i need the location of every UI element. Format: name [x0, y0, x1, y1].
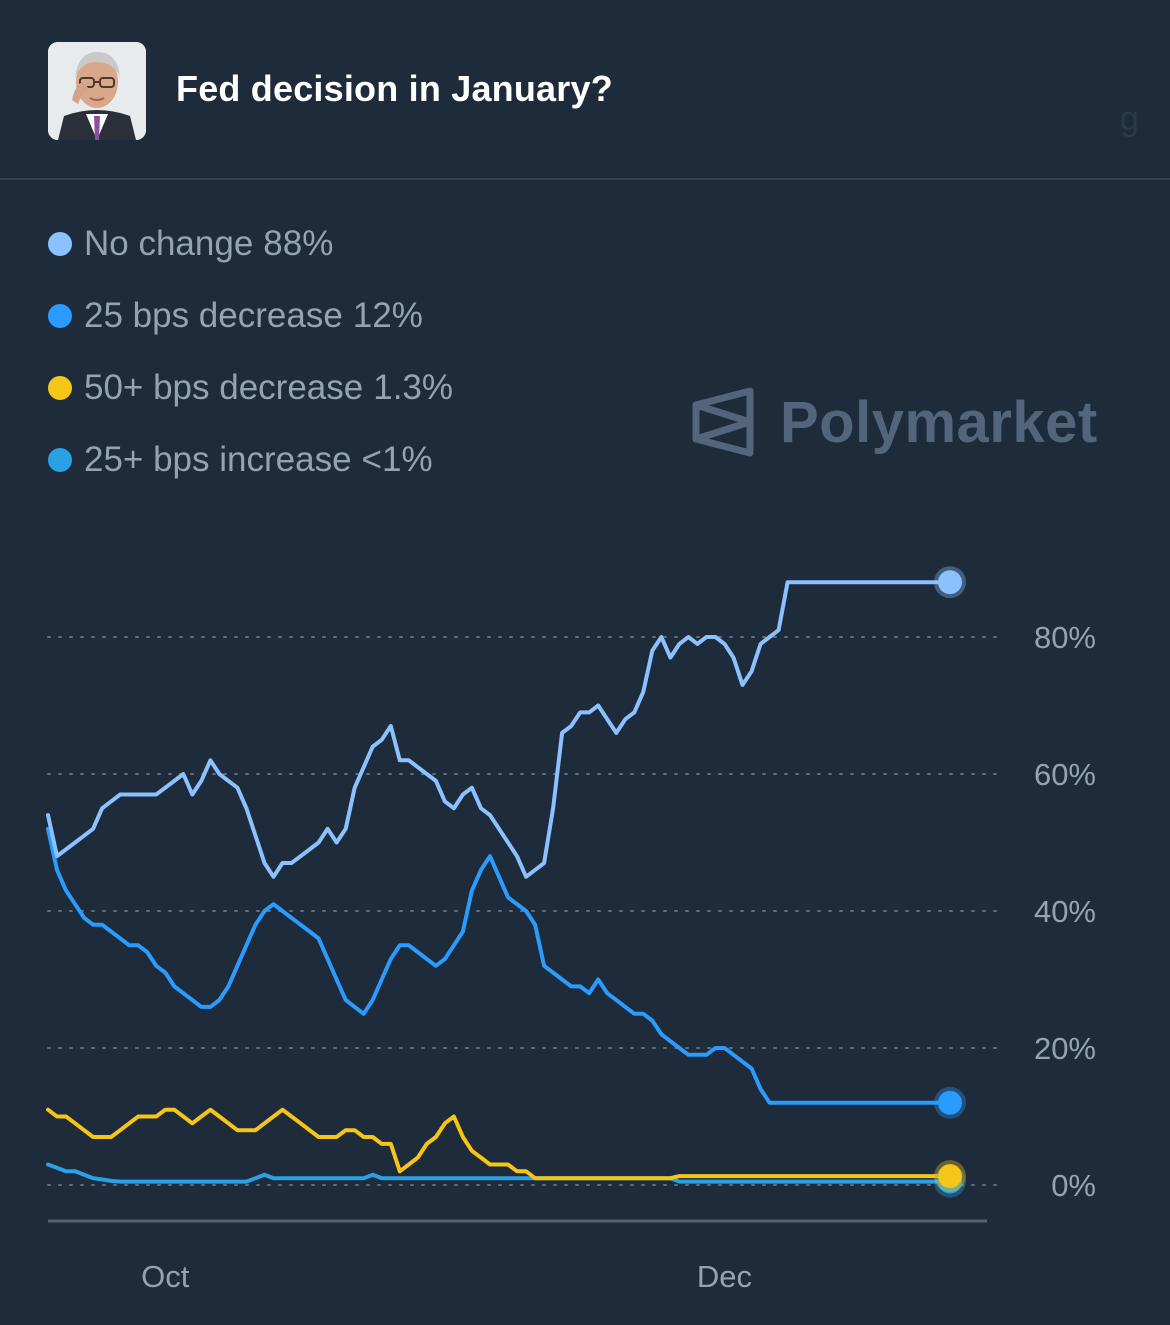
market-title[interactable]: Fed decision in January?	[176, 68, 613, 109]
end-marker-dot[interactable]	[938, 1164, 962, 1189]
x-tick-label: Dec	[697, 1259, 752, 1294]
y-tick-label: 20%	[1034, 1031, 1096, 1066]
end-marker-dot[interactable]	[938, 570, 962, 595]
marker-layer	[934, 566, 966, 1198]
market-avatar-image[interactable]	[48, 42, 146, 140]
y-tick-label: 60%	[1034, 757, 1096, 792]
legend-value: 88%	[263, 224, 334, 263]
legend-dot-icon	[48, 376, 72, 400]
legend-value: 1.3%	[373, 368, 454, 407]
legend-value: <1%	[361, 440, 433, 479]
legend-item-25-bps-decrease: 25 bps decrease 12%	[48, 280, 453, 352]
legend-label: 25+ bps increase	[84, 440, 352, 479]
series-line-50-bps-decrease[interactable]	[46, 1107, 952, 1181]
scroll-ghost-text: g	[1120, 100, 1139, 138]
legend-dot-icon	[48, 304, 72, 328]
legend-label: No change	[84, 224, 254, 263]
series-layer	[46, 580, 952, 1184]
legend-item-no-change: No change 88%	[48, 208, 453, 280]
legend-value: 12%	[352, 296, 423, 335]
polymarket-logo-icon	[692, 387, 754, 457]
axis-layer: 0% 20% 40% 60% 80% Oct Dec	[48, 620, 1096, 1294]
market-header: Fed decision in January? g	[0, 0, 1170, 180]
legend-item-50-bps-decrease: 50+ bps decrease 1.3%	[48, 352, 453, 424]
chart-legend: No change 88% 25 bps decrease 12% 50+ bp…	[48, 208, 453, 496]
polymarket-watermark: Polymarket	[692, 386, 1098, 458]
legend-label: 50+ bps decrease	[84, 368, 364, 407]
series-line-no-change[interactable]	[46, 580, 952, 879]
y-tick-label: 0%	[1051, 1168, 1096, 1203]
series-line-25-bps-increase[interactable]	[46, 1162, 952, 1184]
y-tick-label: 80%	[1034, 620, 1096, 655]
series-line-25-bps-decrease[interactable]	[46, 826, 952, 1105]
legend-dot-icon	[48, 232, 72, 256]
end-marker-dot[interactable]	[938, 1090, 962, 1115]
portrait-illustration	[48, 42, 146, 140]
y-tick-label: 40%	[1034, 894, 1096, 929]
legend-dot-icon	[48, 448, 72, 472]
x-tick-label: Oct	[141, 1259, 190, 1294]
legend-label: 25 bps decrease	[84, 296, 343, 335]
polymarket-wordmark: Polymarket	[780, 389, 1098, 455]
legend-item-25-bps-increase: 25+ bps increase <1%	[48, 424, 453, 496]
